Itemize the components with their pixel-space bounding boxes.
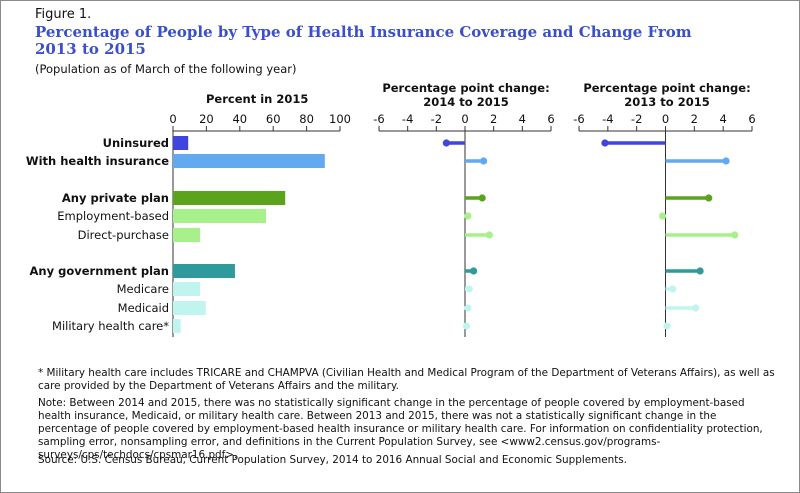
panel-title-change-2013-2015-line-2: 2013 to 2015	[624, 95, 710, 109]
panel-title-change-2013-2015-line-1: Percentage point change:	[583, 81, 751, 95]
category-label: Any government plan	[30, 264, 169, 278]
change-2014-2015-tick-label: 0	[461, 112, 468, 126]
change-2013-2015-tick-label: 4	[720, 112, 727, 126]
category-label: Military health care*	[52, 319, 169, 333]
percent-bar	[173, 282, 201, 296]
change-2014-2015-point	[464, 212, 472, 220]
change-2013-2015-tick-label: -2	[631, 112, 642, 126]
change-2013-2015-point	[692, 304, 700, 312]
change-2014-2015-point	[478, 194, 486, 202]
figure-title: Percentage of People by Type of Health I…	[35, 24, 755, 58]
change-2013-2015-tick-label: -4	[602, 112, 613, 126]
footnote: * Military health care includes TRICARE …	[38, 367, 775, 392]
panel-title-percent-2015: Percent in 2015	[206, 92, 309, 106]
change-2013-2015-tick-label: -6	[573, 112, 584, 126]
percent-bar	[173, 154, 325, 168]
note: Note: Between 2014 and 2015, there was n…	[38, 397, 763, 461]
panel-title-change-2014-2015-line-2: 2014 to 2015	[423, 95, 509, 109]
change-2014-2015-tick-label: 2	[490, 112, 497, 126]
change-2014-2015-point	[485, 231, 493, 239]
category-label: Employment-based	[57, 209, 169, 223]
percent-bar	[173, 228, 201, 242]
change-2013-2015-tick-label: 6	[748, 112, 755, 126]
percent-tick-label: 0	[169, 112, 176, 126]
change-2014-2015-tick-label: 4	[519, 112, 526, 126]
change-2013-2015-point	[663, 322, 671, 330]
percent-bar	[173, 264, 235, 278]
percent-tick-label: 20	[199, 112, 214, 126]
figure-label: Figure 1.	[35, 7, 92, 22]
category-label: With health insurance	[26, 154, 169, 168]
category-label: Any private plan	[62, 191, 169, 205]
percent-bar	[173, 319, 181, 333]
percent-tick-label: 40	[232, 112, 247, 126]
change-2013-2015-point	[731, 231, 739, 239]
panel-title-change-2014-2015: Percentage point change: 2014 to 2015	[356, 81, 576, 109]
change-2014-2015-point	[470, 267, 478, 275]
percent-bar	[173, 136, 189, 150]
panel-title-change-2014-2015-line-1: Percentage point change:	[382, 81, 550, 95]
category-label: Medicare	[117, 282, 169, 296]
change-2013-2015-point	[601, 139, 609, 147]
change-2014-2015-point	[465, 285, 473, 293]
percent-bar	[173, 209, 267, 223]
category-label: Medicaid	[118, 301, 169, 315]
chart-svg: Uninsured With health insurance Any privat…	[26, 112, 756, 337]
change-2013-2015-point	[722, 157, 730, 165]
category-label: Direct-purchase	[78, 228, 169, 242]
change-2013-2015-point	[696, 267, 704, 275]
change-2014-2015-tick-label: -2	[431, 112, 442, 126]
figure-title-line-2: 2013 to 2015	[35, 40, 146, 58]
change-2014-2015-point	[442, 139, 450, 147]
source-note: Source: U.S. Census Bureau, Current Popu…	[38, 454, 627, 466]
change-2013-2015-tick-label: 2	[691, 112, 698, 126]
change-2014-2015-point	[462, 322, 471, 330]
percent-bar	[173, 191, 286, 205]
change-2014-2015-tick-label: -4	[402, 112, 413, 126]
change-2013-2015-tick-label: 0	[662, 112, 669, 126]
change-2013-2015-point	[669, 285, 677, 293]
percent-tick-label: 100	[329, 112, 351, 126]
change-2013-2015-point	[705, 194, 713, 202]
change-2014-2015-point	[480, 157, 488, 165]
figure-title-line-1: Percentage of People by Type of Health I…	[35, 23, 692, 41]
change-2014-2015-tick-label: 6	[547, 112, 554, 126]
category-label: Uninsured	[103, 136, 169, 150]
change-2014-2015-point	[464, 304, 472, 312]
percent-tick-label: 80	[299, 112, 314, 126]
percent-tick-label: 60	[266, 112, 281, 126]
panel-title-change-2013-2015: Percentage point change: 2013 to 2015	[557, 81, 777, 109]
percent-bar	[173, 301, 206, 315]
figure-subtitle: (Population as of March of the following…	[35, 62, 297, 76]
change-2013-2015-point	[659, 212, 667, 220]
change-2014-2015-tick-label: -6	[373, 112, 384, 126]
